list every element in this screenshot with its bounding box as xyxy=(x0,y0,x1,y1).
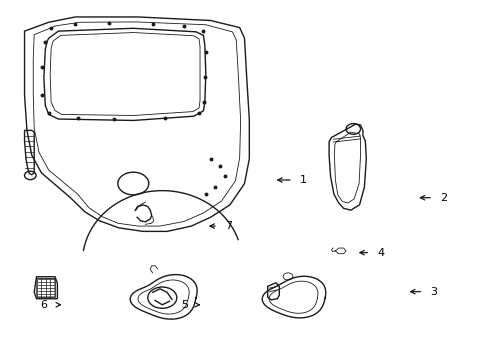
Text: 4: 4 xyxy=(377,248,384,258)
Text: 1: 1 xyxy=(300,175,306,185)
Text: 3: 3 xyxy=(430,287,437,297)
Text: 7: 7 xyxy=(224,221,232,231)
Text: 2: 2 xyxy=(439,193,447,203)
Text: 5: 5 xyxy=(181,300,187,310)
Text: 6: 6 xyxy=(41,300,48,310)
